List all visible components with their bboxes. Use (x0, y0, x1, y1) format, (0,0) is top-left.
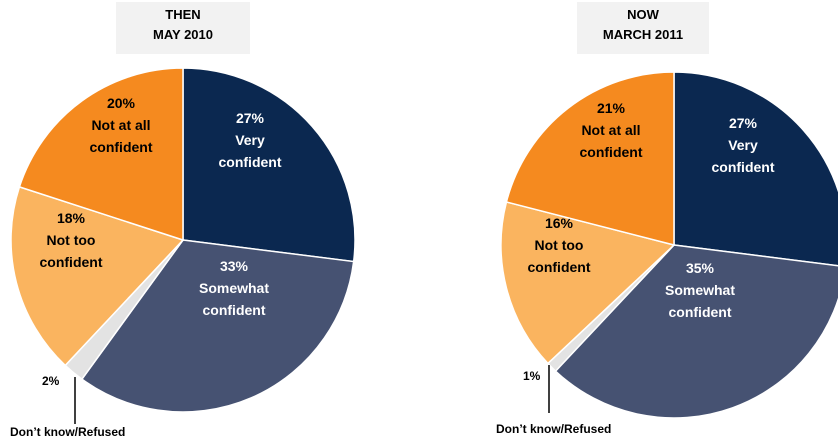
slice-label: Not too (535, 237, 584, 253)
slice-label: Very (728, 137, 758, 153)
slice-label: Not at all (91, 117, 150, 133)
pie-slice (673, 71, 838, 267)
slice-percent-label: 1% (523, 369, 541, 383)
slice-label: confident (528, 259, 591, 275)
chart-title-box (577, 2, 709, 54)
pie-slice (18, 67, 184, 242)
pie-chart-2: NOW MARCH 2011 27% Very confident 35% Somewhat… (496, 2, 838, 436)
slice-label: 35% (686, 260, 715, 276)
slice-label: confident (669, 304, 732, 320)
slice-label: 16% (545, 215, 574, 231)
slice-percent-label: 2% (42, 374, 60, 388)
pie-slice (500, 201, 676, 365)
slice-label: 21% (597, 100, 626, 116)
pie-slice (10, 185, 185, 367)
callout-label: Don’t know/Refused (496, 422, 611, 436)
slice-label: Very (235, 132, 265, 148)
slice-label: 33% (220, 258, 249, 274)
slice-label: confident (203, 302, 266, 318)
slice-label: Somewhat (199, 280, 269, 296)
pie-chart-1: THEN MAY 2010 27% Very confident 33% Somewhat c… (10, 2, 356, 439)
slice-label: confident (90, 139, 153, 155)
chart-title-line: MARCH 2011 (603, 27, 683, 42)
pie-slice (80, 239, 355, 413)
slice-label: 18% (57, 210, 86, 226)
chart-title-line: THEN (165, 7, 200, 22)
slice-label: confident (219, 154, 282, 170)
slice-label: 27% (729, 115, 758, 131)
slice-label: confident (580, 144, 643, 160)
slice-label: Not too (47, 232, 96, 248)
pie-slice (554, 244, 838, 419)
chart-title-box (116, 2, 250, 54)
chart-title-line: NOW (627, 7, 660, 22)
slice-label: Somewhat (665, 282, 735, 298)
slice-label: Not at all (581, 122, 640, 138)
slice-label: confident (40, 254, 103, 270)
pie-slice (505, 71, 675, 246)
chart-title-line: MAY 2010 (153, 27, 213, 42)
callout-label: Don’t know/Refused (10, 425, 125, 439)
slice-label: 27% (236, 110, 265, 126)
slice-label: 20% (107, 95, 136, 111)
pie-slice (182, 67, 356, 263)
slice-label: confident (712, 159, 775, 175)
